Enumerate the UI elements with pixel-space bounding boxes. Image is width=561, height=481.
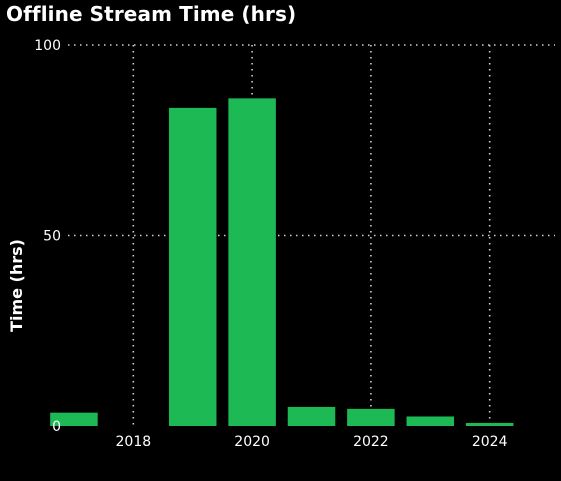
bar-2021 bbox=[287, 406, 336, 426]
bar-2022 bbox=[347, 408, 395, 426]
bar-2017 bbox=[50, 412, 98, 426]
grid-lines bbox=[68, 44, 555, 426]
chart-title: Offline Stream Time (hrs) bbox=[6, 2, 297, 26]
x-tick-label-2024: 2024 bbox=[472, 434, 508, 450]
bar-2019 bbox=[168, 107, 217, 427]
y-tick-label-100: 100 bbox=[34, 38, 61, 54]
x-tick-label-2022: 2022 bbox=[353, 434, 389, 450]
bar-2020 bbox=[228, 98, 276, 426]
tick-labels: 2018 2020 2022 2024 0 50 100 bbox=[34, 38, 507, 450]
y-axis-title: Time (hrs) bbox=[7, 239, 26, 332]
bar-2024 bbox=[465, 422, 514, 426]
bar-2023 bbox=[406, 416, 455, 426]
x-tick-label-2018: 2018 bbox=[116, 434, 152, 450]
y-tick-label-50: 50 bbox=[43, 229, 61, 245]
x-tick-label-2020: 2020 bbox=[234, 434, 270, 450]
y-tick-label-0: 0 bbox=[52, 419, 61, 435]
bars bbox=[50, 98, 514, 427]
